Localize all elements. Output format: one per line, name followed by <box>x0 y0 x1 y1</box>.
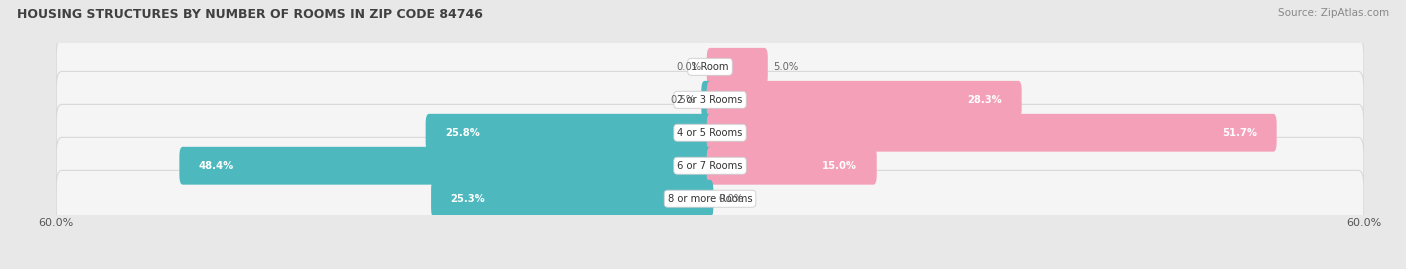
FancyBboxPatch shape <box>707 48 768 86</box>
Text: 0.0%: 0.0% <box>676 62 702 72</box>
FancyBboxPatch shape <box>180 147 713 185</box>
Text: 28.3%: 28.3% <box>967 95 1002 105</box>
FancyBboxPatch shape <box>56 104 1364 161</box>
Text: 15.0%: 15.0% <box>823 161 858 171</box>
FancyBboxPatch shape <box>702 81 713 119</box>
Text: 8 or more Rooms: 8 or more Rooms <box>668 194 752 204</box>
Text: 4 or 5 Rooms: 4 or 5 Rooms <box>678 128 742 138</box>
FancyBboxPatch shape <box>426 114 713 152</box>
Text: HOUSING STRUCTURES BY NUMBER OF ROOMS IN ZIP CODE 84746: HOUSING STRUCTURES BY NUMBER OF ROOMS IN… <box>17 8 482 21</box>
FancyBboxPatch shape <box>432 180 713 218</box>
FancyBboxPatch shape <box>707 81 1022 119</box>
FancyBboxPatch shape <box>56 38 1364 95</box>
Text: 25.8%: 25.8% <box>446 128 479 138</box>
Text: 0.5%: 0.5% <box>671 95 696 105</box>
Text: 0.0%: 0.0% <box>718 194 744 204</box>
FancyBboxPatch shape <box>56 71 1364 128</box>
Text: Source: ZipAtlas.com: Source: ZipAtlas.com <box>1278 8 1389 18</box>
FancyBboxPatch shape <box>56 170 1364 227</box>
FancyBboxPatch shape <box>707 147 877 185</box>
Text: 48.4%: 48.4% <box>200 161 235 171</box>
FancyBboxPatch shape <box>56 137 1364 194</box>
Text: 5.0%: 5.0% <box>773 62 799 72</box>
Text: 2 or 3 Rooms: 2 or 3 Rooms <box>678 95 742 105</box>
Text: 6 or 7 Rooms: 6 or 7 Rooms <box>678 161 742 171</box>
FancyBboxPatch shape <box>707 114 1277 152</box>
Text: 25.3%: 25.3% <box>451 194 485 204</box>
Text: 1 Room: 1 Room <box>692 62 728 72</box>
Text: 51.7%: 51.7% <box>1222 128 1257 138</box>
